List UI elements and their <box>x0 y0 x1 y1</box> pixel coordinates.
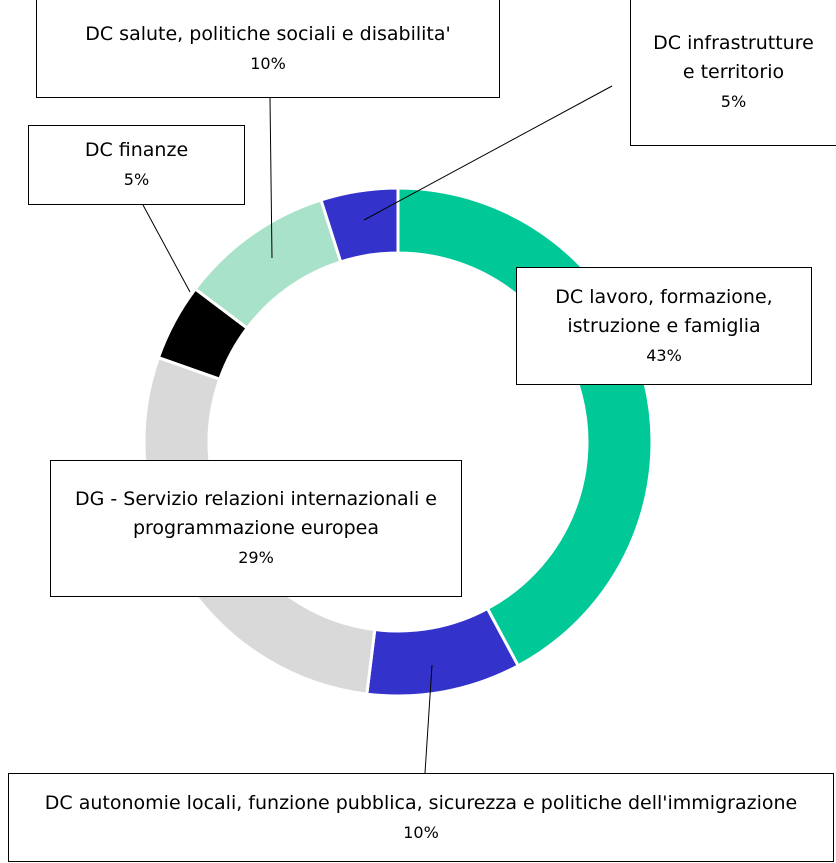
donut-segment <box>365 606 521 698</box>
leader-line <box>363 85 613 221</box>
label-text: DC infrastrutture e territorio <box>653 32 814 83</box>
data-label: DC autonomie locali, funzione pubblica, … <box>8 773 834 862</box>
leader-line <box>142 204 191 293</box>
data-label: DC lavoro, formazione, istruzione e fami… <box>516 267 812 385</box>
label-value: 5% <box>720 92 747 111</box>
label-text: DC salute, politiche sociali e disabilit… <box>85 22 451 45</box>
data-label: DC finanze 5% <box>28 125 245 205</box>
label-value: 43% <box>646 345 682 365</box>
label-value: 10% <box>250 53 286 73</box>
label-text: DC autonomie locali, funzione pubblica, … <box>44 791 798 814</box>
label-text: DC finanze <box>84 139 189 161</box>
data-label: DC salute, politiche sociali e disabilit… <box>36 0 500 98</box>
label-value: 5% <box>123 170 150 189</box>
label-text: DG - Servizio relazioni internazionali e… <box>74 488 437 539</box>
label-value: 10% <box>403 822 439 842</box>
leader-line <box>269 97 273 259</box>
leader-line <box>424 664 433 774</box>
label-value: 29% <box>238 548 274 567</box>
donut-segment <box>319 186 400 264</box>
data-label: DC infrastrutture e territorio 5% <box>630 0 836 146</box>
data-label: DG - Servizio relazioni internazionali e… <box>50 460 462 597</box>
label-text: DC lavoro, formazione, istruzione e fami… <box>555 285 773 337</box>
